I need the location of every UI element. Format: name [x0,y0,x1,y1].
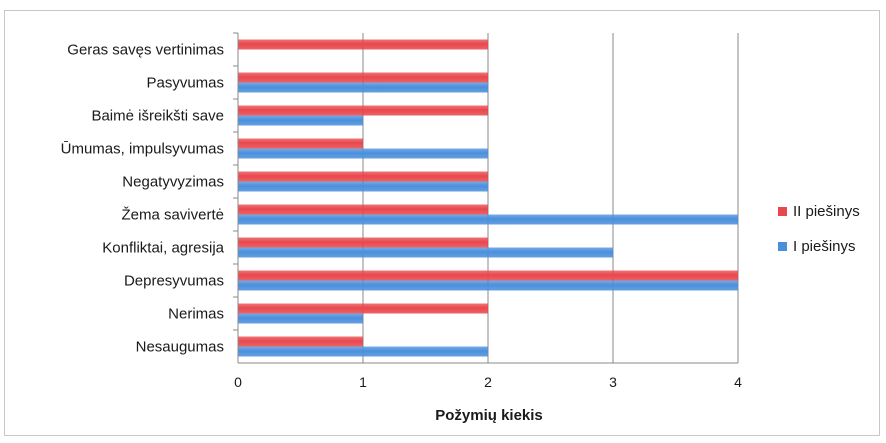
category-label: Žema savivertė [121,207,224,224]
x-tick-label: 3 [609,374,617,390]
bar-ii-piesinys [238,105,488,116]
category-label: Konfliktai, agresija [102,240,224,257]
category-labels: Geras savęs vertinimas Pasyvumas Baimė išr… [61,42,225,356]
bar-ii-piesinys [238,336,363,347]
category-label: Negatyvyzimas [122,174,224,191]
legend: II piešinys I piešinys [778,203,860,255]
bar-i-piesinys [238,115,363,126]
bar-ii-piesinys [238,39,488,50]
x-tick-label: 2 [484,374,492,390]
category-label: Baimė išreikšti save [91,108,224,125]
bar-ii-piesinys [238,237,488,248]
bars [238,39,738,357]
legend-label: I piešinys [793,238,856,255]
bar-i-piesinys [238,214,738,225]
bar-ii-piesinys [238,270,738,281]
bar-i-piesinys [238,148,488,159]
x-axis-title: Požymių kiekis [435,407,543,424]
category-label: Ūmumas, impulsyvumas [61,141,224,158]
bar-chart: Geras savęs vertinimas Pasyvumas Baimė išr… [61,32,860,424]
category-label: Nerimas [168,306,224,323]
category-label: Pasyvumas [146,75,224,92]
bar-i-piesinys [238,280,738,291]
x-tick-labels: 0 1 2 3 4 [234,374,742,390]
category-label: Nesaugumas [136,339,224,356]
legend-swatch [778,242,787,251]
legend-label: II piešinys [793,203,860,220]
bar-ii-piesinys [238,303,488,314]
chart-frame: Geras savęs vertinimas Pasyvumas Baimė išr… [4,10,880,436]
legend-swatch [778,207,787,216]
category-label: Geras savęs vertinimas [67,42,224,59]
bar-i-piesinys [238,346,488,357]
bar-i-piesinys [238,82,488,93]
bar-i-piesinys [238,313,363,324]
axes [233,32,738,364]
bar-i-piesinys [238,181,488,192]
category-label: Depresyvumas [124,273,224,290]
x-tick-label: 4 [734,374,742,390]
bar-ii-piesinys [238,171,488,182]
bar-ii-piesinys [238,72,488,83]
bar-ii-piesinys [238,204,488,215]
bar-i-piesinys [238,247,613,258]
x-tick-label: 0 [234,374,242,390]
bar-ii-piesinys [238,138,363,149]
x-tick-label: 1 [359,374,367,390]
